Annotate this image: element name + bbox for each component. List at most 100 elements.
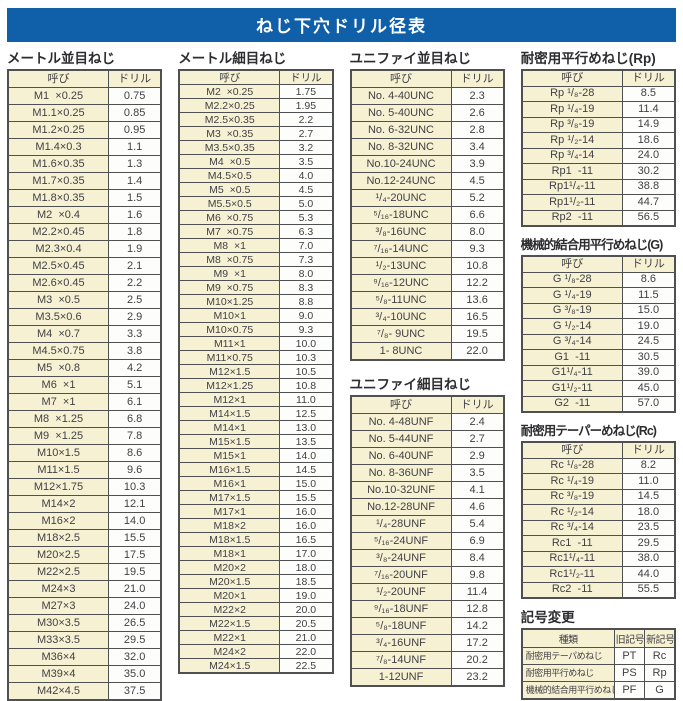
table-row: M24×2 22.0 bbox=[178, 644, 333, 659]
drill-diameter-cell: 14.0 bbox=[108, 512, 162, 530]
drill-diameter-cell: 9.8 bbox=[450, 566, 505, 584]
table-row: G ³/₈-19 15.0 bbox=[521, 302, 676, 319]
section-metric-fine: メートル細目ねじ 呼び ドリル M2 ×0.25 1.75 M2.2×0.25 1.95 M… bbox=[178, 47, 334, 674]
drill-diameter-cell: 9.3 bbox=[450, 240, 505, 258]
thread-size-cell: M8 ×1.25 bbox=[7, 410, 109, 428]
drill-diameter-cell: 4.1 bbox=[450, 481, 505, 499]
drill-diameter-cell: 23.5 bbox=[621, 519, 676, 536]
table-row: M2.2×0.45 1.8 bbox=[7, 223, 162, 241]
drill-diameter-cell: 12.5 bbox=[279, 406, 333, 421]
thread-size-cell: 耐密用テーパめねじ bbox=[521, 647, 615, 665]
table-row: M9 ×0.75 8.3 bbox=[178, 280, 333, 295]
thread-size-cell: M16×1.5 bbox=[178, 462, 281, 477]
table-row: M12×1.5 10.5 bbox=[178, 364, 333, 379]
thread-size-cell: M14×1.5 bbox=[178, 406, 281, 421]
table-row: M16×1.5 14.5 bbox=[178, 462, 333, 477]
table-row: M1.4×0.3 1.1 bbox=[7, 138, 162, 156]
table-row: M17×1 16.0 bbox=[178, 504, 333, 519]
drill-diameter-cell: 44.7 bbox=[621, 194, 676, 211]
drill-diameter-cell: 26.5 bbox=[108, 614, 162, 632]
thread-size-cell: M36×4 bbox=[7, 648, 109, 666]
table-row: ³/₄-16UNF 17.2 bbox=[350, 634, 505, 652]
thread-size-cell: M24×1.5 bbox=[178, 658, 281, 674]
column-header: 呼び bbox=[521, 69, 623, 87]
unified-coarse-table: 呼び ドリル No. 4-40UNC 2.3 No. 5-40UNC 2.6 No. 6-3… bbox=[349, 69, 505, 361]
drill-diameter-cell: 5.0 bbox=[279, 196, 333, 211]
table-row: G1 -11 30.5 bbox=[521, 349, 676, 366]
table-row: Rp1 -11 30.2 bbox=[521, 163, 676, 180]
thread-size-cell: ³/₈-16UNC bbox=[350, 223, 452, 241]
table-row: M10×1 9.0 bbox=[178, 308, 333, 323]
drill-diameter-cell: 45.0 bbox=[621, 380, 676, 397]
drill-diameter-cell: 2.7 bbox=[279, 126, 333, 141]
table-row: ³/₄-10UNC 16.5 bbox=[350, 308, 505, 326]
table-row: ⁷/₁₆-20UNF 9.8 bbox=[350, 566, 505, 584]
thread-size-cell: M12×1.75 bbox=[7, 478, 109, 496]
drill-diameter-cell: 8.6 bbox=[621, 271, 676, 288]
column-header: 呼び bbox=[521, 441, 623, 459]
table-row: 機械的結合用平行めねじ PF G bbox=[521, 681, 676, 700]
table-row: M22×1 21.0 bbox=[178, 630, 333, 645]
section-title-g: 機械的結合用平行めねじ(G) bbox=[520, 238, 664, 252]
table-row: M42×4.5 37.5 bbox=[7, 682, 162, 701]
thread-size-cell: M2 ×0.4 bbox=[7, 206, 109, 224]
table-row: M18×1 17.0 bbox=[178, 546, 333, 561]
thread-size-cell: Rc ¹/₄-19 bbox=[521, 473, 623, 490]
thread-size-cell: ¹/₄-20UNC bbox=[350, 189, 452, 207]
thread-size-cell: M2.6×0.45 bbox=[7, 274, 109, 292]
drill-diameter-cell: 1.3 bbox=[108, 155, 162, 173]
thread-size-cell: M9 ×0.75 bbox=[178, 280, 281, 295]
thread-size-cell: M2.2×0.45 bbox=[7, 223, 109, 241]
thread-size-cell: M4 ×0.5 bbox=[178, 154, 281, 169]
drill-diameter-cell: 2.2 bbox=[108, 274, 162, 292]
table-row: Rc2 -11 55.5 bbox=[521, 581, 676, 599]
drill-diameter-cell: 12.1 bbox=[108, 495, 162, 513]
drill-diameter-cell: 10.8 bbox=[450, 257, 505, 275]
thread-size-cell: M1.7×0.35 bbox=[7, 172, 109, 190]
thread-size-cell: M24×3 bbox=[7, 580, 109, 598]
table-row: ⁹/₁₆-18UNF 12.8 bbox=[350, 600, 505, 618]
drill-diameter-cell: 4.0 bbox=[279, 168, 333, 183]
table-row: G1¹/₂-11 45.0 bbox=[521, 380, 676, 397]
table-row: M20×2.5 17.5 bbox=[7, 546, 162, 564]
thread-size-cell: M1.2×0.25 bbox=[7, 121, 109, 139]
drill-diameter-cell: 6.9 bbox=[450, 532, 505, 550]
column-header: 新記号 bbox=[644, 628, 676, 648]
table-row: 1-12UNF 23.2 bbox=[350, 668, 505, 687]
header-row: 種類 旧記号 新記号 bbox=[521, 628, 676, 648]
table-row: M7 ×0.75 6.3 bbox=[178, 224, 333, 239]
thread-size-cell: Rc2 -11 bbox=[521, 581, 623, 599]
drill-diameter-cell: 1.5 bbox=[108, 189, 162, 207]
drill-diameter-cell: 17.5 bbox=[108, 546, 162, 564]
drill-diameter-cell: 8.0 bbox=[450, 223, 505, 241]
rc-table: 呼び ドリル Rc ¹/₈-28 8.2 Rc ¹/₄-19 11.0 Rc ³/₈-19 1… bbox=[520, 441, 676, 599]
thread-size-cell: M2 ×0.25 bbox=[178, 84, 281, 99]
table-row: No. 4-40UNC 2.3 bbox=[350, 87, 505, 105]
thread-size-cell: No. 4-40UNC bbox=[350, 87, 452, 105]
table-row: M18×2.5 15.5 bbox=[7, 529, 162, 547]
table-row: ⁵/₁₆-18UNC 6.6 bbox=[350, 206, 505, 224]
table-row: M3.5×0.35 3.2 bbox=[178, 140, 333, 155]
drill-diameter-cell: 8.6 bbox=[108, 444, 162, 462]
header-row: 呼び ドリル bbox=[350, 69, 505, 88]
thread-size-cell: ³/₄-10UNC bbox=[350, 308, 452, 326]
drill-diameter-cell: 11.0 bbox=[621, 473, 676, 490]
drill-diameter-cell: 20.2 bbox=[450, 651, 505, 669]
thread-size-cell: Rp ³/₄-14 bbox=[521, 147, 623, 164]
table-row: ¹/₄-20UNC 5.2 bbox=[350, 189, 505, 207]
drill-diameter-cell: 23.2 bbox=[450, 668, 505, 687]
thread-size-cell: M30×3.5 bbox=[7, 614, 109, 632]
drill-diameter-cell: 2.3 bbox=[450, 87, 505, 105]
thread-size-cell: No.12-28UNF bbox=[350, 498, 452, 516]
drill-diameter-cell: 18.0 bbox=[621, 504, 676, 521]
thread-size-cell: ⁷/₁₆-14UNC bbox=[350, 240, 452, 258]
thread-size-cell: ⁷/₁₆-20UNF bbox=[350, 566, 452, 584]
thread-size-cell: M3.5×0.35 bbox=[178, 140, 281, 155]
thread-size-cell: M3.5×0.6 bbox=[7, 308, 109, 326]
thread-size-cell: 1-12UNF bbox=[350, 668, 452, 687]
drill-diameter-cell: 8.5 bbox=[621, 85, 676, 102]
table-row: M9 ×1 8.0 bbox=[178, 266, 333, 281]
table-row: No.10-32UNF 4.1 bbox=[350, 481, 505, 499]
thread-size-cell: M16×2 bbox=[7, 512, 109, 530]
column-header: 呼び bbox=[350, 69, 452, 88]
